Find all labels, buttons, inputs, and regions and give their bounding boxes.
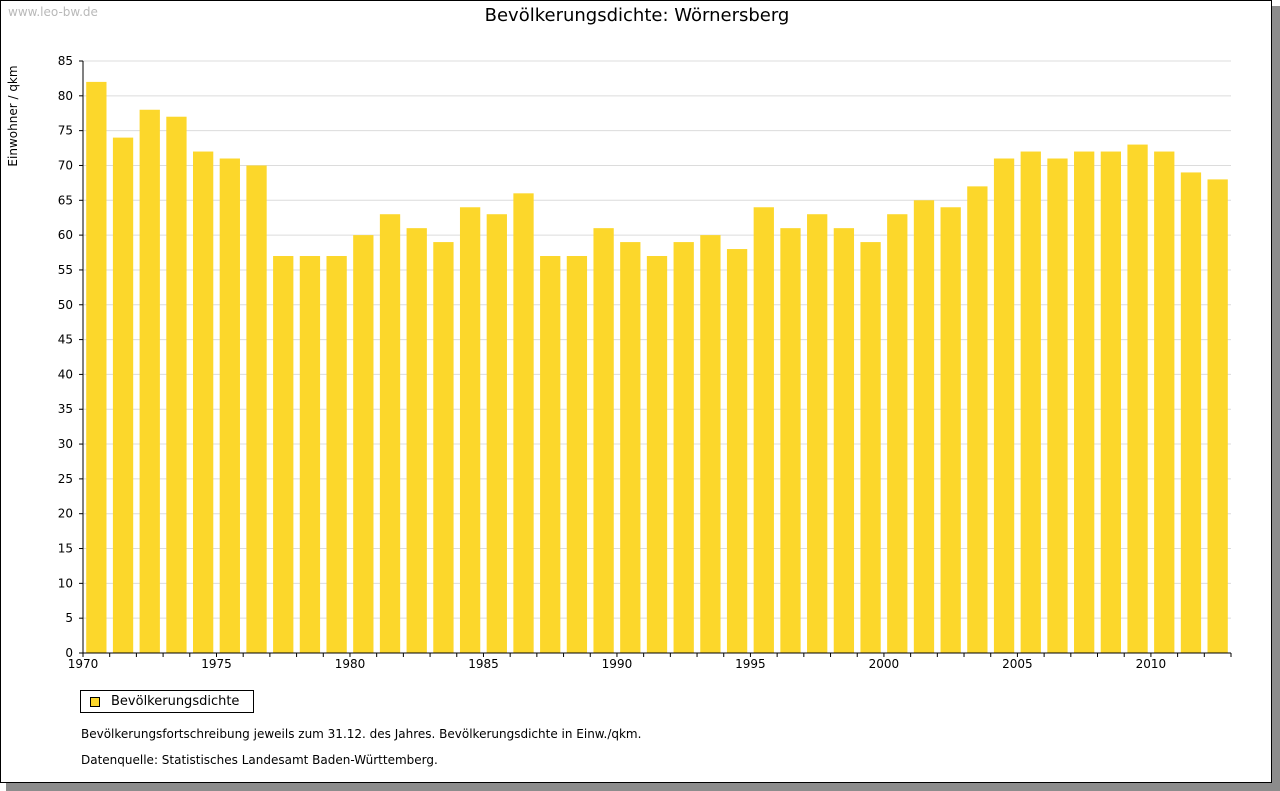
bar — [166, 116, 187, 653]
y-tick-label: 50 — [58, 298, 73, 312]
bar — [273, 256, 294, 653]
bar-series — [86, 81, 1228, 654]
chart-title: Bevölkerungsdichte: Wörnersberg — [484, 5, 790, 26]
y-tick-labels: 0 5 10 15 20 25 30 35 40 45 50 55 60 65 70 75 80 85 — [58, 54, 73, 660]
bar — [993, 158, 1015, 653]
bar — [726, 249, 748, 653]
bar — [1180, 172, 1202, 653]
legend: Bevölkerungsdichte — [80, 690, 254, 713]
bar — [406, 228, 427, 653]
y-tick-label: 35 — [58, 402, 73, 416]
bar — [486, 214, 507, 654]
bar — [513, 193, 534, 653]
bar — [566, 256, 588, 653]
legend-label: Bevölkerungsdichte — [111, 694, 240, 709]
y-tick-label: 85 — [58, 54, 73, 68]
bar — [353, 235, 374, 653]
bar — [1127, 144, 1148, 653]
bar — [112, 137, 134, 654]
note-source: Datenquelle: Statistisches Landesamt Bad… — [81, 753, 438, 767]
bar — [246, 165, 267, 653]
y-tick-label: 40 — [58, 367, 73, 381]
y-axis-label: Einwohner / qkm — [6, 65, 20, 166]
y-tick-label: 65 — [58, 193, 73, 207]
x-tick-labels: 1970 1975 1980 1985 1990 1995 2000 2005 2010 — [68, 657, 1166, 671]
bar — [1207, 179, 1228, 653]
bar — [913, 200, 935, 653]
y-tick-label: 30 — [58, 437, 73, 451]
bar — [379, 214, 401, 654]
bar — [593, 228, 614, 653]
y-tick-label: 25 — [58, 472, 73, 486]
bar — [620, 242, 641, 654]
y-tick-label: 55 — [58, 263, 73, 277]
bar — [1100, 151, 1122, 653]
x-tick-label: 1975 — [201, 657, 232, 671]
bar — [1020, 151, 1041, 653]
y-tick-label: 60 — [58, 228, 73, 242]
bar — [887, 214, 908, 654]
bar — [833, 228, 855, 653]
bar — [700, 235, 721, 653]
x-tick-label: 1980 — [335, 657, 366, 671]
bar — [940, 207, 961, 653]
bar — [86, 81, 107, 654]
bar — [540, 256, 561, 653]
y-tick-label: 15 — [58, 542, 73, 556]
bar — [753, 207, 774, 653]
y-tick-label: 80 — [58, 89, 73, 103]
y-tick-label: 0 — [65, 646, 73, 660]
x-tick-label: 2000 — [869, 657, 900, 671]
x-tick-label: 1970 — [68, 657, 99, 671]
x-tick-label: 2005 — [1002, 657, 1033, 671]
bar — [646, 256, 668, 653]
bar — [459, 207, 481, 653]
bar — [326, 256, 347, 653]
note-methodology: Bevölkerungsfortschreibung jeweils zum 3… — [81, 727, 642, 741]
bar — [860, 242, 881, 654]
legend-swatch — [90, 696, 100, 707]
bar — [299, 256, 321, 653]
bar — [780, 228, 801, 653]
bar — [673, 242, 694, 654]
bar — [967, 186, 988, 654]
bar — [219, 158, 240, 653]
bar — [192, 151, 214, 653]
x-tick-label: 1985 — [468, 657, 499, 671]
bar — [1154, 151, 1175, 653]
axes — [79, 60, 1232, 657]
x-tick-label: 2010 — [1136, 657, 1167, 671]
y-tick-label: 75 — [58, 124, 73, 138]
bar — [433, 242, 454, 654]
y-tick-label: 20 — [58, 507, 73, 521]
x-tick-label: 1990 — [602, 657, 633, 671]
y-tick-label: 10 — [58, 576, 73, 590]
bar — [807, 214, 828, 654]
frame-shadow-bottom — [6, 783, 1280, 791]
y-tick-label: 5 — [65, 611, 73, 625]
y-tick-label: 45 — [58, 333, 73, 347]
y-tick-label: 70 — [58, 158, 73, 172]
frame-shadow-right — [1272, 6, 1280, 791]
bar — [1047, 158, 1068, 653]
watermark: www.leo-bw.de — [8, 5, 98, 19]
x-tick-label: 1995 — [735, 657, 766, 671]
bar — [139, 109, 160, 654]
bar — [1074, 151, 1095, 653]
